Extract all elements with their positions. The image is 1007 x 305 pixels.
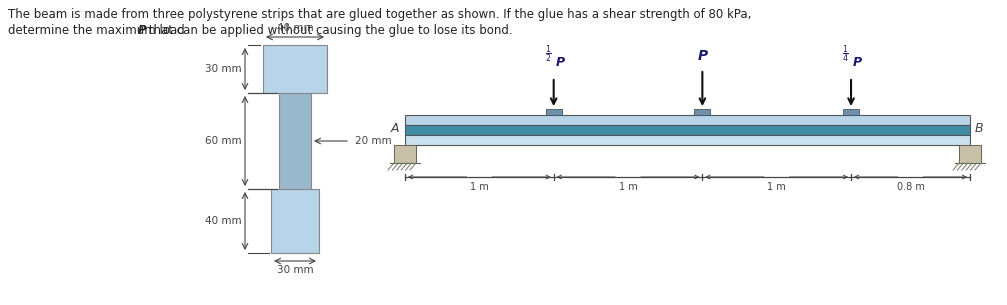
Bar <box>405 115 970 125</box>
Text: 1 m: 1 m <box>767 182 786 192</box>
Bar <box>405 125 970 135</box>
Text: 30 mm: 30 mm <box>205 64 242 74</box>
Text: $\frac{1}{2}$: $\frac{1}{2}$ <box>545 44 552 65</box>
Bar <box>394 145 416 163</box>
Bar <box>695 109 710 115</box>
Text: 1 m: 1 m <box>470 182 488 192</box>
Text: 40 mm: 40 mm <box>277 23 313 33</box>
Bar <box>405 135 970 145</box>
Bar <box>279 93 311 189</box>
Text: A: A <box>391 121 399 135</box>
Text: 1 m: 1 m <box>618 182 637 192</box>
Text: P: P <box>697 49 708 63</box>
Text: B: B <box>975 121 984 135</box>
Text: 40 mm: 40 mm <box>205 216 242 226</box>
Text: 0.8 m: 0.8 m <box>896 182 924 192</box>
Text: 30 mm: 30 mm <box>277 265 313 275</box>
Text: P: P <box>138 24 147 37</box>
Bar <box>843 109 859 115</box>
Bar <box>271 189 319 253</box>
Text: The beam is made from three polystyrene strips that are glued together as shown.: The beam is made from three polystyrene … <box>8 8 751 21</box>
Text: determine the maximum load: determine the maximum load <box>8 24 188 37</box>
Text: 60 mm: 60 mm <box>205 136 242 146</box>
Text: P: P <box>556 56 565 69</box>
Bar <box>959 145 981 163</box>
Text: 20 mm: 20 mm <box>355 136 392 146</box>
Bar <box>263 45 327 93</box>
Text: $\frac{1}{4}$: $\frac{1}{4}$ <box>842 44 849 65</box>
Bar <box>546 109 562 115</box>
Text: P: P <box>853 56 862 69</box>
Text: that can be applied without causing the glue to lose its bond.: that can be applied without causing the … <box>145 24 513 37</box>
